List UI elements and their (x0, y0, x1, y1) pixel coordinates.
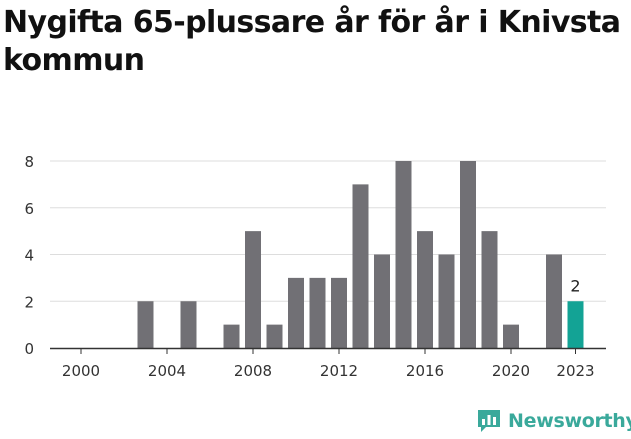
x-tick-label: 2008 (234, 362, 272, 380)
y-axis-tick-labels: 0 2 4 6 8 (24, 153, 34, 358)
y-tick-label: 4 (24, 247, 34, 265)
y-tick-label: 8 (24, 153, 34, 171)
bar-2018 (460, 161, 476, 348)
bar-2011 (309, 277, 326, 348)
bar-chart-speech-bubble-icon (478, 410, 500, 432)
bar-2022 (546, 254, 562, 348)
bar-2008 (245, 231, 261, 348)
chart-title: Nygifta 65-plussare år för år i Knivsta … (3, 5, 621, 78)
bar-2016 (417, 231, 433, 348)
x-tick-label: 2004 (148, 362, 186, 380)
bar-2010 (288, 277, 304, 348)
bar-2009 (266, 324, 283, 348)
bar-2003 (137, 301, 154, 348)
y-tick-label: 2 (24, 293, 34, 311)
bar-2019 (481, 231, 498, 348)
x-tick-label: 2012 (320, 362, 358, 380)
x-tick-label: 2020 (492, 362, 530, 380)
bar-2023 (567, 301, 584, 348)
data-label-2023: 2 (570, 276, 580, 295)
bar-2012 (331, 277, 347, 348)
bar-2015 (395, 161, 412, 348)
y-tick-label: 6 (24, 200, 34, 218)
x-tick-label: 2023 (556, 362, 594, 380)
logo-text: Newsworthy (508, 410, 631, 432)
bar-2007 (223, 324, 240, 348)
newsworthy-logo: Newsworthy (476, 408, 631, 434)
bar-2005 (180, 301, 197, 348)
bar-2014 (374, 254, 390, 348)
y-tick-label: 0 (24, 340, 34, 358)
x-axis-ticks: 2000 2004 2008 2012 2016 2020 2023 (62, 348, 595, 380)
x-tick-label: 2000 (62, 362, 100, 380)
bar-chart: 0 2 4 6 8 2000 2004 2008 2012 2016 2020 2023 2 (24, 153, 606, 380)
bar-2020 (503, 324, 519, 348)
y-gridlines (50, 160, 606, 302)
bar-2017 (438, 254, 455, 348)
data-labels: 2 (570, 276, 580, 295)
bar-series (137, 161, 584, 348)
bar-2013 (352, 184, 369, 348)
x-tick-label: 2016 (406, 362, 444, 380)
